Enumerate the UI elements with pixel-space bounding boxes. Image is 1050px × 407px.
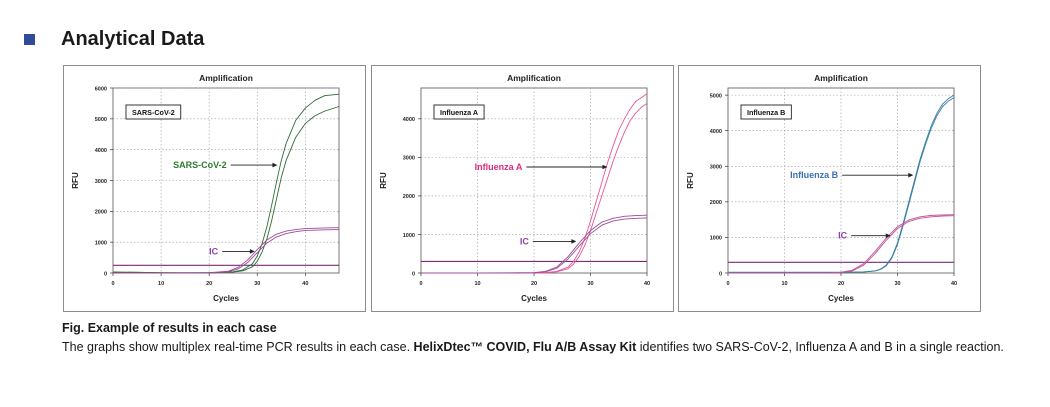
- y-tick-label: 3000: [403, 156, 415, 162]
- x-tick-label: 10: [158, 281, 164, 287]
- x-tick-label: 0: [111, 281, 114, 287]
- chart-title: Amplification: [814, 73, 868, 83]
- x-tick-label: 20: [206, 281, 212, 287]
- section-title: Analytical Data: [61, 27, 205, 50]
- x-tick-label: 40: [951, 281, 957, 287]
- annotation-ic: IC: [520, 236, 577, 246]
- figure-caption: Fig. Example of results in each case The…: [62, 321, 1022, 356]
- series-line-replicate-3: [113, 229, 340, 274]
- y-tick-label: 4000: [95, 148, 107, 154]
- case-label-box: Influenza A: [433, 104, 485, 120]
- chart-title: Amplification: [199, 73, 253, 83]
- chart-title: Amplification: [507, 73, 561, 83]
- arrowhead-icon: [885, 233, 891, 238]
- y-tick-label: 4000: [710, 129, 722, 135]
- x-tick-label: 10: [474, 281, 480, 287]
- y-tick-label: 2000: [710, 200, 722, 206]
- annotation-ic: IC: [209, 246, 255, 256]
- section-header: Analytical Data: [24, 26, 204, 52]
- annotation-label: Influenza B: [790, 170, 839, 180]
- y-tick-label: 3000: [710, 165, 722, 171]
- case-label-text: Influenza B: [747, 108, 785, 117]
- amplification-chart: 0 1000 2000 3000 4000 5000 6000 0 10 20 30 40 Amplif…: [71, 73, 340, 303]
- y-axis-label: RFU: [71, 172, 80, 189]
- x-tick-label: 30: [587, 281, 593, 287]
- annotation-influenza-a: Influenza A: [475, 162, 608, 172]
- x-tick-label: 30: [254, 281, 260, 287]
- arrowhead-icon: [272, 162, 278, 168]
- caption-product-name: HelixDtec™ COVID, Flu A/B Assay Kit: [413, 340, 637, 354]
- chart-panel-influenza-b: 0 1000 2000 3000 4000 5000 0 10 20 30 40 Amplificat…: [678, 65, 981, 312]
- y-tick-label: 1000: [710, 236, 722, 242]
- y-tick-label: 1000: [403, 233, 415, 239]
- x-tick-label: 0: [726, 281, 729, 287]
- y-tick-label: 3000: [95, 179, 107, 185]
- series-line-replicate-3: [421, 217, 648, 274]
- case-label-box: Influenza B: [740, 104, 792, 120]
- annotation-ic: IC: [838, 231, 891, 241]
- amplification-chart: 0 1000 2000 3000 4000 5000 0 10 20 30 40 Amplificat…: [686, 73, 957, 303]
- y-tick-label: 2000: [95, 210, 107, 216]
- arrowhead-icon: [602, 164, 608, 170]
- x-tick-label: 40: [644, 281, 650, 287]
- case-label-box: SARS-CoV-2: [125, 104, 182, 120]
- annotation-influenza-b: Influenza B: [790, 170, 914, 180]
- x-tick-label: 20: [531, 281, 537, 287]
- chart-panel-sars-cov-2: 0 1000 2000 3000 4000 5000 6000 0 10 20 30 40 Amplif…: [63, 65, 366, 312]
- y-axis-label: RFU: [686, 172, 695, 189]
- annotation-label: SARS-CoV-2: [173, 160, 227, 170]
- annotation-sars-cov-2: SARS-CoV-2: [173, 160, 278, 170]
- annotation-label: IC: [838, 231, 848, 241]
- series-line-replicate-3: [728, 215, 955, 274]
- x-tick-label: 40: [302, 281, 308, 287]
- y-tick-label: 6000: [95, 86, 107, 92]
- annotation-label: IC: [520, 236, 530, 246]
- y-tick-label: 0: [719, 271, 722, 277]
- annotation-label: IC: [209, 246, 219, 256]
- y-tick-label: 5000: [710, 93, 722, 99]
- case-label-text: SARS-CoV-2: [132, 108, 175, 117]
- y-tick-label: 0: [412, 271, 415, 277]
- caption-text-end: identifies two SARS-CoV-2, Influenza A a…: [636, 340, 1004, 354]
- y-tick-label: 5000: [95, 117, 107, 123]
- chart-panel-influenza-a: 0 1000 2000 3000 4000 0 10 20 30 40 Amplification C…: [371, 65, 674, 312]
- arrowhead-icon: [571, 239, 577, 244]
- annotation-label: Influenza A: [475, 162, 523, 172]
- case-label-text: Influenza A: [440, 108, 478, 117]
- x-tick-label: 20: [838, 281, 844, 287]
- y-axis-label: RFU: [379, 172, 388, 189]
- arrowhead-icon: [249, 249, 255, 254]
- x-axis-label: Cycles: [828, 294, 854, 303]
- x-axis-label: Cycles: [213, 294, 239, 303]
- series-line-replicate-1: [421, 103, 648, 274]
- caption-title: Fig. Example of results in each case: [62, 321, 277, 335]
- x-tick-label: 10: [781, 281, 787, 287]
- square-bullet-icon: [24, 33, 35, 45]
- caption-text-start: The graphs show multiplex real-time PCR …: [62, 340, 414, 354]
- x-tick-label: 0: [419, 281, 422, 287]
- arrowhead-icon: [908, 172, 914, 178]
- y-tick-label: 2000: [403, 194, 415, 200]
- y-tick-label: 4000: [403, 117, 415, 123]
- y-tick-label: 1000: [95, 240, 107, 246]
- x-axis-label: Cycles: [521, 294, 547, 303]
- caption-body: The graphs show multiplex real-time PCR …: [62, 338, 1022, 356]
- y-tick-label: 0: [104, 271, 107, 277]
- amplification-chart: 0 1000 2000 3000 4000 0 10 20 30 40 Amplification C…: [379, 73, 650, 303]
- x-tick-label: 30: [894, 281, 900, 287]
